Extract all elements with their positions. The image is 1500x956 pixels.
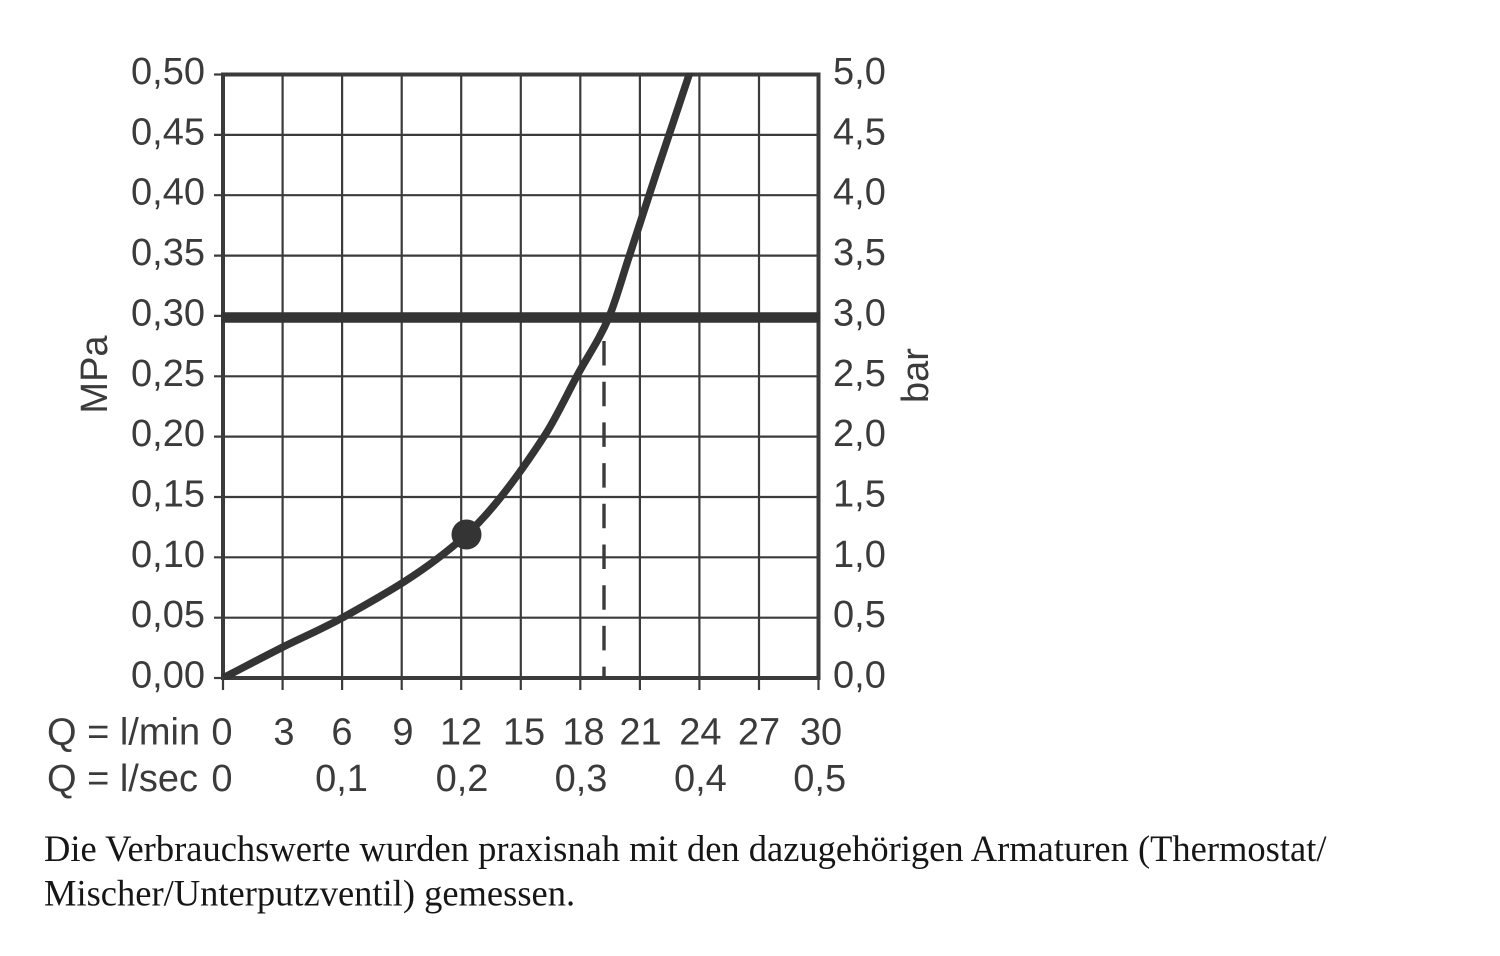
svg-text:1,0: 1,0	[833, 534, 886, 576]
svg-text:0,5: 0,5	[833, 594, 886, 636]
svg-text:4,5: 4,5	[833, 111, 886, 153]
svg-text:1,5: 1,5	[833, 474, 886, 516]
svg-text:MPa: MPa	[74, 335, 116, 414]
svg-text:0,5: 0,5	[793, 758, 846, 800]
svg-text:24: 24	[679, 712, 721, 754]
svg-text:0,50: 0,50	[131, 51, 205, 93]
svg-text:0,30: 0,30	[131, 292, 205, 334]
svg-text:0: 0	[211, 712, 232, 754]
svg-text:30: 30	[800, 712, 842, 754]
svg-text:0,40: 0,40	[131, 172, 205, 214]
svg-text:0,0: 0,0	[833, 655, 886, 697]
svg-text:0,15: 0,15	[131, 474, 205, 516]
svg-text:9: 9	[392, 712, 413, 754]
svg-text:0,20: 0,20	[131, 413, 205, 455]
svg-text:0,2: 0,2	[436, 758, 489, 800]
svg-text:Q = l/sec: Q = l/sec	[47, 758, 198, 800]
svg-text:0,00: 0,00	[131, 655, 205, 697]
svg-text:6: 6	[331, 712, 352, 754]
svg-text:0,3: 0,3	[555, 758, 608, 800]
svg-text:Die Verbrauchswerte wurden pra: Die Verbrauchswerte wurden praxisnah mit…	[44, 828, 1327, 869]
svg-text:0,25: 0,25	[131, 353, 205, 395]
svg-text:4,0: 4,0	[833, 172, 886, 214]
svg-text:5,0: 5,0	[833, 51, 886, 93]
svg-text:bar: bar	[895, 348, 937, 403]
svg-text:2,5: 2,5	[833, 353, 886, 395]
svg-text:0,45: 0,45	[131, 111, 205, 153]
svg-text:18: 18	[562, 712, 604, 754]
svg-text:2,0: 2,0	[833, 413, 886, 455]
svg-text:3,0: 3,0	[833, 292, 886, 334]
svg-text:3: 3	[273, 712, 294, 754]
svg-text:3,5: 3,5	[833, 232, 886, 274]
svg-text:Mischer/Unterputzventil) gemes: Mischer/Unterputzventil) gemessen.	[44, 873, 575, 914]
svg-text:27: 27	[738, 712, 780, 754]
svg-text:12: 12	[440, 712, 482, 754]
svg-text:15: 15	[503, 712, 545, 754]
svg-text:21: 21	[619, 712, 661, 754]
svg-text:0,10: 0,10	[131, 534, 205, 576]
svg-text:0,4: 0,4	[674, 758, 727, 800]
svg-text:0,1: 0,1	[315, 758, 368, 800]
svg-text:0: 0	[211, 758, 232, 800]
svg-text:0,35: 0,35	[131, 232, 205, 274]
svg-text:Q = l/min: Q = l/min	[47, 712, 200, 754]
svg-text:0,05: 0,05	[131, 594, 205, 636]
